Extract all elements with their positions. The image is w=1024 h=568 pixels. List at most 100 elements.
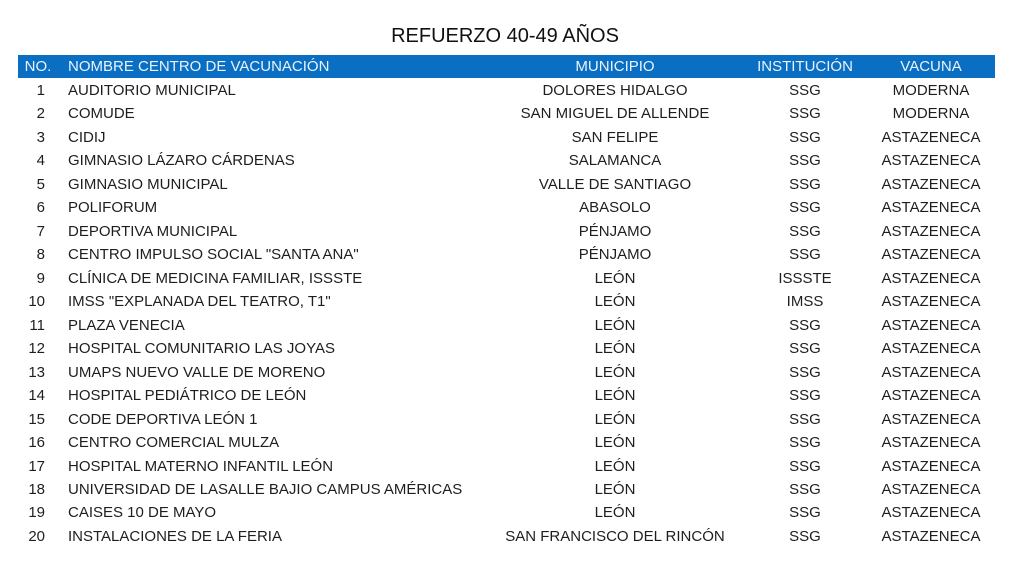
cell-institucion: SSG — [789, 105, 821, 123]
table-row: 4 GIMNASIO LÁZARO CÁRDENAS SALAMANCA SSG AST… — [18, 149, 995, 172]
cell-municipio: DOLORES HIDALGO — [542, 82, 688, 99]
cell-name: UNIVERSIDAD DE LASALLE BAJIO CAMPUS AMÉR… — [68, 480, 463, 498]
cell-municipio: LEÓN — [594, 457, 636, 475]
cell-vacuna: ASTAZENECA — [881, 340, 981, 358]
cell-vacuna: ASTAZENECA — [881, 199, 981, 217]
cell-no: 20 — [28, 527, 45, 545]
header-name: NOMBRE CENTRO DE VACUNACIÓN — [68, 58, 330, 75]
cell-municipio: LEÓN — [594, 434, 636, 452]
cell-vacuna: ASTAZENECA — [881, 527, 981, 545]
cell-name: DEPORTIVA MUNICIPAL — [68, 222, 238, 240]
cell-vacuna: ASTAZENECA — [881, 387, 981, 405]
cell-institucion: SSG — [789, 128, 821, 146]
cell-institucion: SSG — [789, 175, 821, 193]
cell-municipio: VALLE DE SANTIAGO — [538, 175, 692, 193]
cell-name: AUDITORIO MUNICIPAL — [68, 82, 236, 99]
cell-name: HOSPITAL PEDIÁTRICO DE LEÓN — [68, 387, 307, 405]
cell-name: GIMNASIO LÁZARO CÁRDENAS — [68, 152, 295, 170]
table-row: 1 AUDITORIO MUNICIPAL DOLORES HIDALGO SSG MO… — [18, 79, 995, 102]
table-row: 8 CENTRO IMPULSO SOCIAL "SANTA ANA" PÉNJAM… — [18, 243, 995, 266]
cell-institucion: IMSS — [786, 293, 824, 311]
table-row: 17 HOSPITAL MATERNO INFANTIL LEÓN LEÓN SSG A… — [18, 455, 995, 478]
cell-no: 1 — [36, 82, 45, 99]
table-row: 3 CIDIJ SAN FELIPE SSG ASTAZENECA — [18, 126, 995, 149]
cell-institucion: SSG — [789, 199, 821, 217]
cell-no: 5 — [36, 175, 45, 193]
cell-no: 19 — [28, 504, 45, 522]
cell-municipio: SALAMANCA — [568, 152, 662, 170]
cell-municipio: LEÓN — [594, 340, 636, 358]
cell-vacuna: ASTAZENECA — [881, 152, 981, 170]
cell-no: 14 — [28, 387, 45, 405]
cell-institucion: SSG — [789, 363, 821, 381]
table-row: 11 PLAZA VENECIA LEÓN SSG ASTAZENECA — [18, 314, 995, 337]
cell-no: 16 — [28, 434, 45, 452]
header-municipio: MUNICIPIO — [575, 58, 655, 75]
table-row: 10 IMSS "EXPLANADA DEL TEATRO, T1" LEÓN IMS… — [18, 290, 995, 313]
cell-vacuna: ASTAZENECA — [881, 316, 981, 334]
cell-name: PLAZA VENECIA — [68, 316, 185, 334]
cell-vacuna: ASTAZENECA — [881, 222, 981, 240]
cell-no: 13 — [28, 363, 45, 381]
cell-vacuna: ASTAZENECA — [881, 457, 981, 475]
cell-name: IMSS "EXPLANADA DEL TEATRO, T1" — [68, 293, 331, 311]
cell-municipio: LEÓN — [594, 363, 636, 381]
table-row: 16 CENTRO COMERCIAL MULZA LEÓN SSG ASTAZENEC… — [18, 431, 995, 454]
cell-name: UMAPS NUEVO VALLE DE MORENO — [68, 363, 326, 381]
cell-name: COMUDE — [68, 105, 135, 123]
cell-municipio: LEÓN — [594, 410, 636, 428]
cell-institucion: SSG — [789, 82, 821, 99]
cell-name: CIDIJ — [68, 128, 106, 146]
header-no: NO. — [24, 58, 52, 75]
cell-name: HOSPITAL MATERNO INFANTIL LEÓN — [68, 457, 334, 475]
cell-no: 2 — [36, 105, 45, 123]
table-header: NO. NOMBRE CENTRO DE VACUNACIÓN MUNICIPI… — [18, 55, 995, 78]
table-row: 13 UMAPS NUEVO VALLE DE MORENO LEÓN SSG ASTA… — [18, 361, 995, 384]
table-row: 18 UNIVERSIDAD DE LASALLE BAJIO CAMPUS AM… — [18, 478, 995, 501]
cell-vacuna: ASTAZENECA — [881, 175, 981, 193]
cell-institucion: SSG — [789, 340, 821, 358]
cell-vacuna: MODERNA — [892, 82, 970, 99]
cell-institucion: SSG — [789, 480, 821, 498]
cell-name: INSTALACIONES DE LA FERIA — [68, 527, 282, 545]
cell-name: CODE DEPORTIVA LEÓN 1 — [68, 410, 258, 428]
cell-institucion: ISSSTE — [778, 269, 832, 287]
cell-institucion: SSG — [789, 222, 821, 240]
cell-no: 7 — [36, 222, 45, 240]
cell-no: 3 — [36, 128, 45, 146]
cell-no: 4 — [36, 152, 45, 170]
cell-municipio: ABASOLO — [579, 199, 651, 217]
cell-institucion: SSG — [789, 246, 821, 264]
cell-institucion: SSG — [789, 434, 821, 452]
cell-vacuna: ASTAZENECA — [881, 504, 981, 522]
cell-no: 18 — [28, 480, 45, 498]
cell-vacuna: ASTAZENECA — [881, 480, 981, 498]
cell-no: 6 — [36, 199, 45, 217]
cell-municipio: LEÓN — [594, 269, 636, 287]
cell-vacuna: ASTAZENECA — [881, 269, 981, 287]
cell-no: 11 — [29, 316, 45, 334]
cell-municipio: LEÓN — [594, 387, 636, 405]
cell-no: 9 — [36, 269, 45, 287]
header-institucion: INSTITUCIÓN — [757, 58, 853, 75]
header-vacuna: VACUNA — [900, 58, 962, 75]
cell-municipio: LEÓN — [594, 293, 636, 311]
table-row: 20 INSTALACIONES DE LA FERIA SAN FRANCISCO… — [18, 525, 995, 548]
cell-name: CENTRO IMPULSO SOCIAL "SANTA ANA" — [68, 246, 359, 264]
cell-institucion: SSG — [789, 457, 821, 475]
cell-institucion: SSG — [789, 316, 821, 334]
cell-institucion: SSG — [789, 504, 821, 522]
cell-vacuna: ASTAZENECA — [881, 410, 981, 428]
cell-municipio: SAN FELIPE — [571, 128, 659, 146]
cell-name: HOSPITAL COMUNITARIO LAS JOYAS — [68, 340, 335, 358]
cell-municipio: PÉNJAMO — [578, 222, 652, 240]
cell-municipio: LEÓN — [594, 316, 636, 334]
cell-name: CAISES 10 DE MAYO — [68, 504, 217, 522]
table-body: 1 AUDITORIO MUNICIPAL DOLORES HIDALGO SSG MO… — [18, 79, 995, 548]
cell-vacuna: ASTAZENECA — [881, 128, 981, 146]
table-row: 19 CAISES 10 DE MAYO LEÓN SSG ASTAZENECA — [18, 501, 995, 524]
table-row: 14 HOSPITAL PEDIÁTRICO DE LEÓN LEÓN SSG ASTA… — [18, 384, 995, 407]
cell-name: CENTRO COMERCIAL MULZA — [68, 434, 280, 452]
cell-municipio: LEÓN — [594, 480, 636, 498]
cell-vacuna: ASTAZENECA — [881, 363, 981, 381]
